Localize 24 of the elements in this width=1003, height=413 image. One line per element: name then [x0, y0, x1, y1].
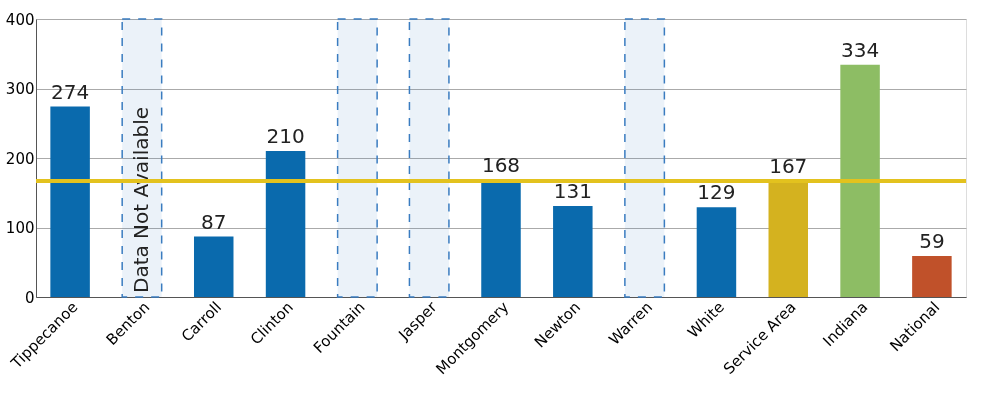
data-label: 59: [919, 228, 945, 253]
y-tick-label: 100: [5, 219, 35, 237]
y-tick-label: 0: [24, 288, 35, 307]
bar: [481, 180, 521, 297]
y-tick-label: 200: [5, 149, 35, 168]
bar: [912, 256, 952, 297]
data-label: 210: [266, 124, 305, 149]
data-label: 167: [769, 153, 808, 178]
data-label: 168: [481, 153, 521, 178]
y-tick-label: 400: [5, 10, 35, 29]
data-label: 131: [553, 178, 592, 203]
bar: [768, 180, 809, 297]
band-label: Data Not Available: [128, 106, 153, 293]
bar: [50, 106, 90, 297]
bar: [553, 205, 593, 297]
bar: [193, 236, 234, 297]
bar: [265, 151, 306, 297]
data-label: 274: [51, 79, 90, 104]
data-label: 129: [697, 180, 736, 205]
data-label: 87: [201, 209, 227, 234]
bar: [696, 207, 737, 297]
data-label: 334: [840, 37, 880, 62]
bar: [840, 64, 880, 297]
y-tick-label: 300: [5, 80, 35, 98]
